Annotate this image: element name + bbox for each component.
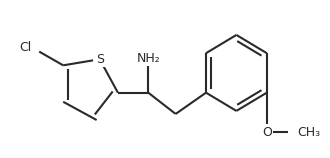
Text: NH₂: NH₂ [136,52,160,65]
Text: CH₃: CH₃ [297,126,320,139]
Text: O: O [262,126,272,139]
Text: S: S [96,53,104,66]
Text: Cl: Cl [19,41,31,54]
